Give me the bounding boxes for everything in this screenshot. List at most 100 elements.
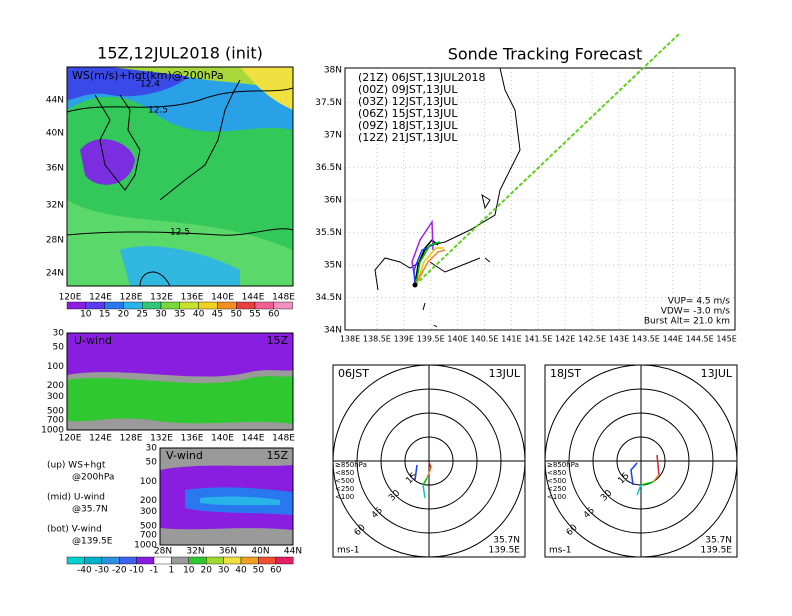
lon-label: 144E xyxy=(663,335,683,344)
hodo-time: 06JST xyxy=(338,367,369,380)
panel-title: 15Z,12JUL2018 (init) xyxy=(97,44,263,63)
level-legend: ≥850hPa xyxy=(547,461,579,469)
lat-label: 44N xyxy=(284,547,302,557)
hodo-unit: ms-1 xyxy=(337,546,359,556)
lon-label: 142E xyxy=(555,335,575,344)
colorbar-swatch xyxy=(188,556,207,565)
legend-entry: (09Z) 18JST,13JUL xyxy=(358,119,458,132)
hodograph-line xyxy=(422,477,428,486)
level-legend: <100 xyxy=(335,493,354,501)
info: VUP= 4.5 m/s xyxy=(668,297,731,307)
lon-label: 128E xyxy=(120,293,143,303)
colorbar-label: 10 xyxy=(183,566,195,576)
field xyxy=(240,67,293,110)
level-legend: <500 xyxy=(547,477,566,485)
hodo-lat: 35.7N xyxy=(493,536,520,546)
launch-site xyxy=(412,282,418,288)
lon-label: 136E xyxy=(181,434,204,444)
colorbar-swatch xyxy=(104,301,124,310)
level-label: 300 xyxy=(140,507,157,517)
level-legend: <850 xyxy=(547,469,566,477)
level-label: 100 xyxy=(47,362,64,372)
colorbar-swatch xyxy=(66,556,85,565)
colorbar-label: 45 xyxy=(212,310,223,320)
level-label: 1000 xyxy=(134,541,157,551)
level-label: 200 xyxy=(140,496,157,506)
level-legend: <500 xyxy=(335,477,354,485)
level-label: 30 xyxy=(146,444,158,454)
colorbar-label: 30 xyxy=(218,566,230,576)
lon-label: 144.5E xyxy=(686,335,714,344)
colorbar-swatch xyxy=(235,301,256,310)
colorbar-label: -10 xyxy=(129,566,144,576)
lat-label: 40N xyxy=(46,129,64,139)
lat-label: 36N xyxy=(46,164,64,174)
info: VDW= -3.0 m/s xyxy=(661,307,731,317)
colorbar-swatch xyxy=(171,556,189,565)
colorbar-swatch xyxy=(84,556,103,565)
colorbar-label: 40 xyxy=(193,310,205,320)
panel-title: Sonde Tracking Forecast xyxy=(448,45,643,64)
colorbar-swatch xyxy=(118,556,137,565)
panel-time: 15Z xyxy=(266,449,288,462)
colorbar-swatch xyxy=(217,301,237,310)
colorbar-label: 25 xyxy=(136,310,147,320)
hodo-unit: ms-1 xyxy=(549,546,571,556)
colorbar-swatch xyxy=(205,556,224,565)
frame xyxy=(66,66,294,287)
contour xyxy=(67,87,293,286)
lon-label: 132E xyxy=(150,293,173,303)
level-label: 50 xyxy=(53,343,65,353)
colorbar-label: 30 xyxy=(155,310,167,320)
level-label: 1000 xyxy=(41,426,64,436)
level-label: 200 xyxy=(47,381,64,391)
hodo-time: 18JST xyxy=(550,367,581,380)
hodo-lon: 139.5E xyxy=(701,546,733,556)
lat-label: 34N xyxy=(324,326,342,336)
note: (bot) V-wind xyxy=(47,525,102,535)
colorbar-swatch xyxy=(179,301,199,310)
colorbar-swatch xyxy=(101,556,120,565)
level-label: 700 xyxy=(140,531,157,541)
level-label: 50 xyxy=(146,458,158,468)
lat-label: 36N xyxy=(324,196,342,206)
lon-label: 144E xyxy=(242,293,265,303)
colorbar-label: -30 xyxy=(94,566,109,576)
colorbar-label: 20 xyxy=(118,310,130,320)
legend-entry: (12Z) 21JST,13JUL xyxy=(358,131,458,144)
colorbar-label: 20 xyxy=(200,566,212,576)
colorbar-label: 60 xyxy=(268,310,280,320)
frame xyxy=(159,447,294,546)
legend-entry: (21Z) 06JST,13JUL2018 xyxy=(358,71,485,84)
lat-label: 36.5N xyxy=(315,163,342,173)
colorbar-swatch xyxy=(153,556,172,565)
lon-label: 139E xyxy=(394,335,414,344)
hodograph-line xyxy=(422,484,426,499)
colorbar-swatch xyxy=(273,301,293,310)
colorbar-swatch xyxy=(160,301,180,310)
hodo-lon: 139.5E xyxy=(489,546,521,556)
lat-label: 37N xyxy=(324,131,342,141)
note: @200hPa xyxy=(72,473,114,483)
lon-label: 139.5E xyxy=(417,335,445,344)
coast xyxy=(422,302,438,328)
coast xyxy=(374,68,521,291)
lat-label: 32N xyxy=(46,201,64,211)
coast xyxy=(94,79,241,201)
lat-label: 36N xyxy=(219,547,237,557)
lat-label: 40N xyxy=(251,547,269,557)
level-legend: <250 xyxy=(335,485,354,493)
field xyxy=(67,200,293,286)
lon-label: 140.5E xyxy=(471,335,499,344)
level-label: 500 xyxy=(47,406,64,416)
lon-label: 140E xyxy=(211,434,234,444)
colorbar-label: 50 xyxy=(230,310,242,320)
colorbar-label: 10 xyxy=(80,310,92,320)
lon-label: 141E xyxy=(501,335,521,344)
contour-label: 12.5 xyxy=(148,106,168,116)
colorbar-label: 55 xyxy=(249,310,260,320)
legend-entry: (06Z) 15JST,13JUL xyxy=(358,107,458,120)
lon-label: 144E xyxy=(242,434,265,444)
lon-label: 140E xyxy=(447,335,467,344)
lat-label: 38N xyxy=(324,66,342,76)
